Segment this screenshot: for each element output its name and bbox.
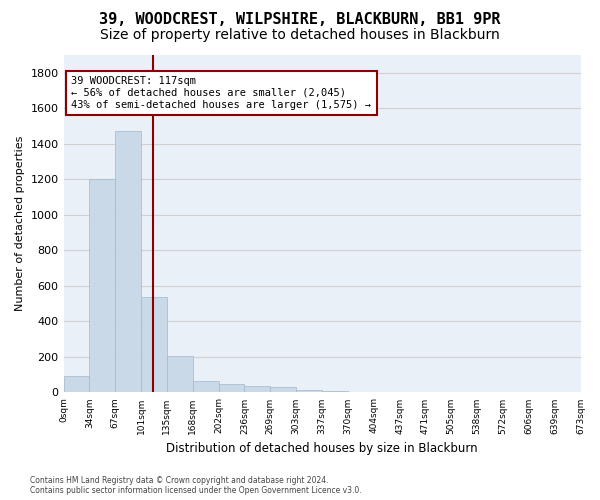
Y-axis label: Number of detached properties: Number of detached properties — [15, 136, 25, 312]
Text: Contains HM Land Registry data © Crown copyright and database right 2024.
Contai: Contains HM Land Registry data © Crown c… — [30, 476, 362, 495]
Bar — [296, 390, 322, 392]
Text: 39 WOODCREST: 117sqm
← 56% of detached houses are smaller (2,045)
43% of semi-de: 39 WOODCREST: 117sqm ← 56% of detached h… — [71, 76, 371, 110]
Bar — [141, 296, 167, 392]
Text: 39, WOODCREST, WILPSHIRE, BLACKBURN, BB1 9PR: 39, WOODCREST, WILPSHIRE, BLACKBURN, BB1… — [99, 12, 501, 28]
Bar — [271, 388, 296, 392]
Bar — [218, 384, 244, 392]
Bar — [167, 356, 193, 393]
Bar — [193, 381, 218, 392]
Text: Size of property relative to detached houses in Blackburn: Size of property relative to detached ho… — [100, 28, 500, 42]
Bar — [244, 386, 271, 392]
Bar — [115, 132, 141, 392]
X-axis label: Distribution of detached houses by size in Blackburn: Distribution of detached houses by size … — [166, 442, 478, 455]
Bar — [64, 376, 89, 392]
Bar — [322, 391, 348, 392]
Bar — [89, 180, 115, 392]
